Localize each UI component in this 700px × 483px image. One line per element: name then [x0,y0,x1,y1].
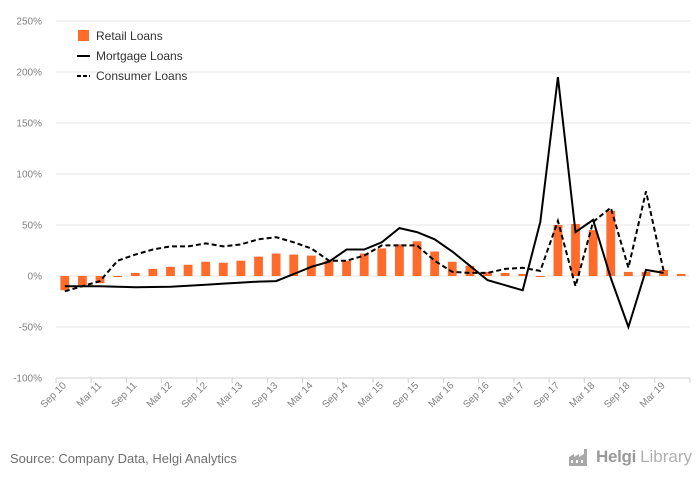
retail-loans-bar [201,261,211,276]
consumer-loans-line [64,191,665,293]
x-tick-label: Mar 17 [497,380,527,410]
brand-suffix: Library [640,447,693,466]
factory-icon [569,449,587,466]
series-lines [64,76,665,331]
retail-loans-bar [289,254,299,276]
retail-loans-bar [324,260,334,276]
retail-loans-bar [183,264,193,276]
retail-loans-bar [395,244,404,276]
y-tick-label: 150% [16,119,42,130]
retail-loans-bar [430,251,440,276]
brand-logo: Helgi Library [568,447,692,467]
retail-loans-bar [606,210,616,276]
retail-loans-bar [113,276,123,278]
mortgage-loans-line [64,76,664,331]
x-tick-label: Sep 12 [180,380,210,410]
x-tick-label: Mar 16 [427,380,457,410]
retail-loans-bar [166,266,175,276]
x-tick-label: Sep 11 [110,380,140,410]
legend-label: Consumer Loans [96,69,187,83]
x-tick-label: Sep 18 [602,380,632,410]
retail-loans-bar [641,271,651,276]
retail-loans-bar [359,253,369,276]
retail-loans-bar [447,261,457,276]
retail-loans-bar [483,271,492,276]
x-axis-ticks: Sep 10 Mar 11 Sep 11 Mar 12 Sep 12 Mar 13 Sep … [39,380,668,411]
retail-loans-bar [60,276,70,291]
gridlines [56,20,690,379]
y-tick-label: 50% [22,221,42,232]
y-tick-label: 0% [28,272,43,283]
retail-loans-bar [500,272,510,276]
retail-loans-bar [588,230,598,276]
retail-loans-bar [254,256,263,276]
y-tick-label: 200% [16,68,42,79]
x-tick-label: Mar 13 [215,380,245,410]
x-tick-label: Sep 10 [39,380,69,410]
retail-loans-bar [571,223,580,276]
legend-label: Retail Loans [96,29,163,43]
legend-label: Mortgage Loans [96,49,183,63]
legend-swatch-retail-loans [78,30,89,41]
retail-loans-bar [218,262,228,276]
y-tick-label: -50% [19,323,42,334]
x-tick-label: Sep 16 [461,380,491,410]
retail-loans-bar [236,260,246,276]
retail-loans-bar [377,248,387,276]
retail-loans-bar [465,265,475,276]
retail-loans-bar [130,272,140,276]
y-tick-label: 100% [16,170,42,181]
retail-loans-bar [676,273,686,276]
x-tick-label: Mar 11 [75,380,105,410]
legend: Retail Loans Mortgage Loans Consumer Loans [77,29,187,83]
brand-name: Helgi [596,447,637,466]
retail-loans-bar [518,273,528,276]
x-tick-label: Sep 15 [391,380,421,410]
x-tick-label: Mar 15 [356,380,386,410]
chart: -100%-50%0%50%100%150%200%250% Sep 10 Mar… [13,17,691,411]
retail-loans-bar [271,253,281,276]
retail-loans-bar [535,276,545,278]
retail-loans-bar [95,276,105,284]
x-tick-label: Mar 12 [145,380,175,410]
retail-loans-bar [553,225,563,276]
x-tick-label: Mar 19 [638,380,668,410]
retail-loans-bar [148,268,158,276]
x-tick-label: Sep 14 [321,380,351,410]
y-tick-label: 250% [16,17,42,28]
retail-loans-bar [78,276,87,286]
retail-loans-bar [412,241,422,276]
y-tick-label: -100% [13,374,42,385]
y-axis-ticks: -100% -50% 0% 50% 100% 150% 200% 250% [13,17,42,385]
x-tick-label: Sep 13 [250,380,280,410]
x-tick-label: Mar 18 [567,380,597,410]
source-note: Source: Company Data, Helgi Analytics [10,451,237,466]
x-tick-label: Sep 17 [532,380,562,410]
x-tick-label: Mar 14 [286,380,316,410]
retail-loans-bar [342,260,351,276]
x-axis [55,377,691,383]
retail-loans-bar [623,271,633,276]
